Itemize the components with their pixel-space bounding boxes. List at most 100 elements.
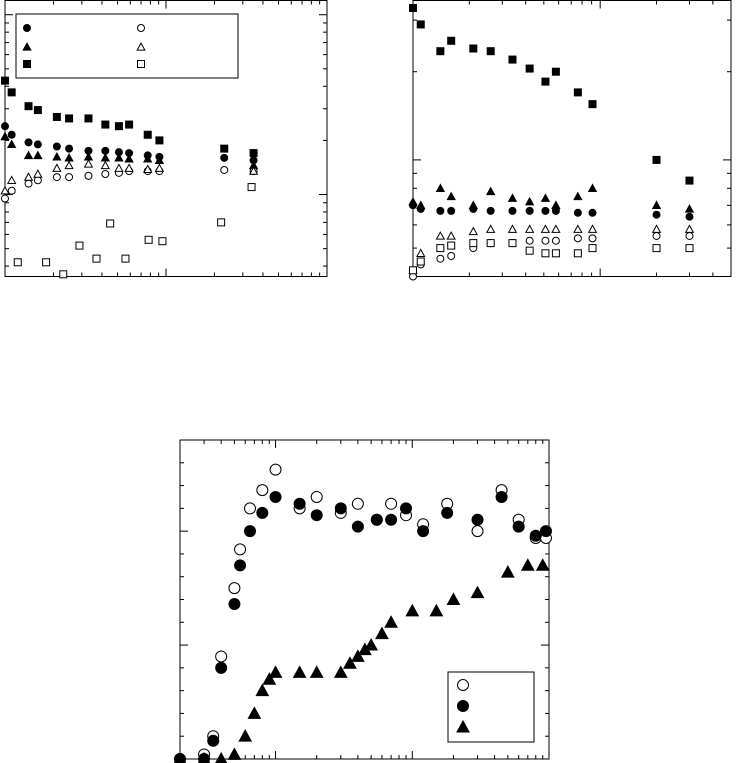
data-point	[350, 649, 365, 662]
data-point	[500, 565, 515, 578]
data-point	[1, 76, 9, 85]
data-point	[441, 506, 454, 519]
data-point	[215, 661, 228, 674]
series-3-filled-triangle	[173, 558, 550, 763]
data-point	[436, 47, 445, 56]
data-point	[541, 206, 550, 215]
data-point	[685, 212, 694, 221]
data-point	[197, 751, 211, 763]
data-point	[364, 637, 379, 651]
data-point	[525, 236, 534, 245]
axis-ticks-top-left	[4, 0, 328, 277]
data-point	[228, 582, 241, 595]
legend-bottom-center	[456, 679, 470, 733]
data-point	[42, 258, 51, 267]
data-point	[551, 249, 560, 258]
data-point	[652, 244, 661, 253]
data-point	[262, 672, 277, 685]
data-point	[247, 183, 256, 192]
data-point	[588, 244, 597, 253]
data-point	[23, 150, 34, 160]
data-point	[435, 183, 446, 192]
data-point	[114, 122, 123, 131]
data-point	[154, 163, 165, 172]
data-point	[684, 224, 695, 233]
data-point	[652, 210, 661, 219]
data-point	[447, 206, 456, 215]
data-point	[587, 183, 598, 192]
data-point	[83, 151, 94, 161]
data-point	[541, 77, 550, 86]
data-point	[446, 191, 456, 201]
data-point	[269, 490, 282, 503]
data-point	[248, 166, 259, 175]
chart-bottom-center	[173, 439, 552, 763]
data-point	[573, 208, 582, 217]
data-point	[293, 497, 306, 510]
data-point	[469, 44, 478, 53]
data-point	[447, 251, 456, 260]
axis-ticks-bottom-center	[179, 439, 550, 760]
data-point	[234, 543, 247, 556]
data-point	[333, 665, 348, 678]
data-point	[23, 172, 34, 181]
data-point	[144, 235, 153, 244]
data-point	[385, 497, 398, 510]
data-point	[409, 266, 417, 275]
data-point	[652, 155, 661, 164]
data-point	[468, 200, 479, 209]
data-point	[416, 200, 426, 209]
data-point	[220, 165, 229, 174]
legend-marker-open-circle	[137, 24, 145, 32]
data-point	[551, 67, 560, 76]
data-point	[143, 130, 152, 139]
data-point	[249, 149, 258, 158]
data-point	[0, 131, 10, 141]
data-point	[436, 244, 445, 253]
data-point	[13, 258, 22, 267]
data-point	[268, 665, 283, 678]
data-point	[541, 236, 550, 245]
data-point	[652, 231, 661, 240]
data-point	[507, 193, 518, 202]
data-point	[255, 683, 270, 697]
data-point	[447, 36, 456, 45]
legend-marker-filled-triangle	[22, 42, 32, 51]
data-point	[7, 130, 16, 139]
data-point	[535, 558, 550, 571]
data-point	[524, 224, 535, 233]
data-point	[529, 529, 542, 542]
data-point	[24, 179, 33, 188]
data-point	[508, 239, 517, 248]
data-point	[33, 150, 43, 160]
data-point	[551, 236, 560, 245]
data-point	[52, 163, 62, 172]
legend-top-left	[22, 24, 146, 68]
data-point	[92, 254, 101, 263]
data-point	[573, 88, 582, 97]
data-point	[52, 142, 61, 151]
data-point	[405, 603, 420, 617]
data-point	[573, 224, 583, 233]
data-point	[84, 114, 93, 123]
data-point	[468, 226, 479, 236]
data-point	[375, 626, 389, 640]
data-point	[64, 152, 74, 162]
data-point	[525, 246, 534, 255]
data-point	[540, 193, 551, 202]
data-point	[220, 144, 229, 153]
data-point	[508, 206, 517, 215]
data-point	[408, 196, 418, 206]
data-point	[207, 734, 220, 747]
legend-marker-open-circle	[457, 679, 469, 691]
data-point	[588, 100, 597, 109]
series-1-open-circle	[174, 463, 552, 763]
data-point	[685, 176, 694, 185]
data-point	[247, 706, 262, 719]
data-point	[84, 171, 93, 180]
data-point	[343, 656, 357, 669]
data-point	[588, 208, 597, 217]
data-point	[33, 169, 43, 178]
data-point	[573, 249, 582, 258]
data-point	[416, 248, 426, 257]
